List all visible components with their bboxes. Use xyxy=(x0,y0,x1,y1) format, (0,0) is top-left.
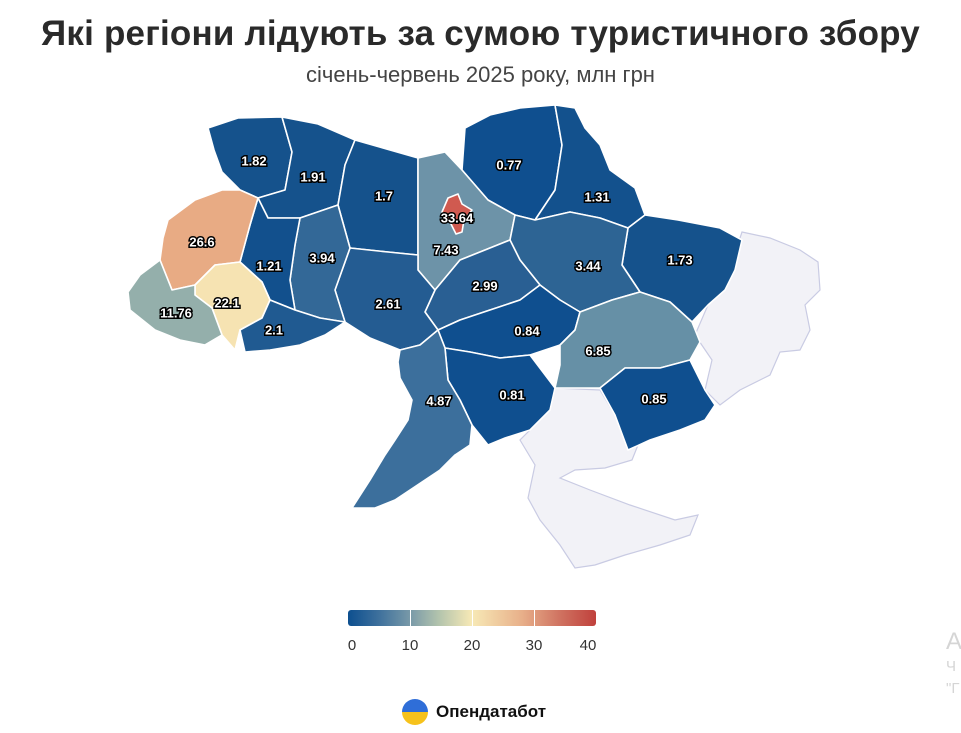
label-odeska: 4.87 xyxy=(426,393,451,408)
label-ternopilska: 1.21 xyxy=(256,258,281,273)
brand-name: Опендатабот xyxy=(436,702,547,721)
legend-tick-mark xyxy=(472,610,473,626)
legend-tick-label: 20 xyxy=(463,637,481,654)
map-title: Які регіони лідують за сумою туристичног… xyxy=(41,14,920,53)
legend-tick-mark xyxy=(410,610,411,626)
legend-tick-label: 30 xyxy=(525,637,543,654)
region-donetska[interactable] xyxy=(599,359,716,451)
label-zhytomyrska: 1.7 xyxy=(375,188,393,203)
label-rivnenska: 1.91 xyxy=(300,169,325,184)
legend-tick-label: 10 xyxy=(401,637,419,654)
faded-side-text: A Ч "Г xyxy=(946,628,961,700)
region-zakarpatska[interactable] xyxy=(127,259,223,346)
label-chernihivska: 0.77 xyxy=(496,157,521,172)
occupied-south-crimea xyxy=(519,387,699,569)
label-poltavska: 3.44 xyxy=(575,258,601,273)
faded-text-line: Ч xyxy=(946,658,956,675)
region-kyiv-city[interactable] xyxy=(441,193,473,235)
label-volynska: 1.82 xyxy=(241,153,266,168)
region-chernivetska[interactable] xyxy=(239,299,346,353)
legend-tick-label: 0 xyxy=(347,637,357,654)
region-odeska[interactable] xyxy=(351,329,473,509)
opendatabot-logo-icon xyxy=(402,699,428,725)
ukraine-map: 1.82 1.91 1.7 7.43 33.64 0.77 1.31 1.73 … xyxy=(127,104,821,569)
label-dnipropetrovska: 6.85 xyxy=(585,343,610,358)
legend-gradient-bar xyxy=(348,610,596,626)
label-ivano-frankivska: 22.1 xyxy=(214,295,239,310)
label-sumska: 1.31 xyxy=(584,189,609,204)
label-kirovohradska: 0.84 xyxy=(514,323,540,338)
faded-text-line: A xyxy=(946,628,961,655)
legend-tick-mark xyxy=(534,610,535,626)
faded-text-line: "Г xyxy=(946,680,960,697)
label-khmelnytska: 3.94 xyxy=(309,250,335,265)
label-vinnytska: 2.61 xyxy=(375,296,400,311)
label-cherkaska: 2.99 xyxy=(472,278,497,293)
label-mykolaivska: 0.81 xyxy=(499,387,524,402)
label-lvivska: 26.6 xyxy=(189,234,214,249)
legend-tick-label: 40 xyxy=(579,637,597,654)
map-subtitle: січень-червень 2025 року, млн грн xyxy=(306,62,655,87)
label-kharkivska: 1.73 xyxy=(667,252,692,267)
label-donetska: 0.85 xyxy=(641,391,666,406)
label-kyivska: 7.43 xyxy=(433,242,458,257)
label-kyiv-city: 33.64 xyxy=(441,210,474,225)
brand-logo[interactable]: Опендатабот xyxy=(402,698,546,726)
label-chernivetska: 2.1 xyxy=(265,322,283,337)
color-legend: 0 10 20 30 40 xyxy=(348,610,598,656)
label-zakarpatska: 11.76 xyxy=(160,305,192,320)
